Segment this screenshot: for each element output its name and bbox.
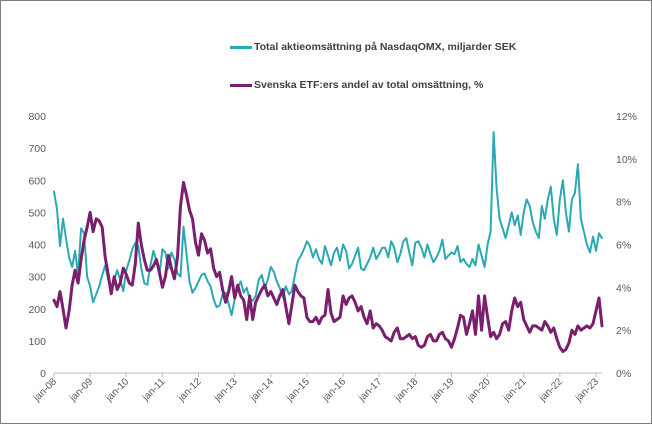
y-left-tick-label: 200	[28, 304, 46, 316]
x-tick-label: jan-15	[284, 376, 312, 404]
y-right-tick-label: 10%	[616, 154, 637, 166]
y-right-tick-label: 4%	[616, 282, 631, 294]
x-tick-label: jan-13	[212, 376, 240, 404]
x-tick-label: jan-11	[140, 376, 168, 404]
x-tick-label: jan-16	[320, 376, 348, 404]
x-tick-label: jan-17	[356, 376, 384, 404]
series-line-etf-share	[52, 180, 604, 354]
y-right-tick-label: 12%	[616, 111, 637, 123]
legend-item-turnover: Total aktieomsättning på NasdaqOMX, milj…	[230, 41, 516, 53]
legend-swatch-turnover	[230, 45, 252, 49]
y-right-tick-label: 0%	[616, 368, 631, 380]
legend: Total aktieomsättning på NasdaqOMX, milj…	[0, 0, 652, 100]
x-tick-label: jan-08	[31, 376, 59, 404]
y-left-tick-label: 500	[28, 207, 46, 219]
x-tick-label: jan-18	[392, 376, 420, 404]
y-right-tick-label: 2%	[616, 325, 631, 337]
x-tick-label: jan-22	[537, 376, 565, 404]
series-line-turnover	[53, 131, 603, 317]
x-tick-label: jan-12	[175, 376, 203, 404]
y-left-tick-label: 100	[28, 336, 46, 348]
x-tick-label: jan-23	[573, 376, 601, 404]
x-tick-label: jan-19	[428, 376, 456, 404]
y-right-tick-label: 6%	[616, 240, 631, 252]
x-tick-label: jan-09	[67, 376, 95, 404]
y-right-tick-label: 8%	[616, 197, 631, 209]
x-tick-label: jan-20	[465, 376, 493, 404]
legend-label-turnover: Total aktieomsättning på NasdaqOMX, milj…	[254, 41, 517, 53]
y-left-tick-label: 800	[28, 111, 46, 123]
legend-swatch-etf-share	[230, 83, 252, 87]
y-left-tick-label: 300	[28, 272, 46, 284]
y-left-tick-label: 600	[28, 175, 46, 187]
series-layer	[52, 131, 604, 354]
legend-item-etf-share: Svenska ETF:ers andel av total omsättnin…	[230, 79, 483, 91]
x-tick-label: jan-14	[248, 376, 276, 404]
axes-layer	[53, 372, 602, 377]
y-left-tick-label: 400	[28, 240, 46, 252]
legend-label-etf-share: Svenska ETF:ers andel av total omsättnin…	[254, 79, 484, 91]
y-left-tick-label: 0	[40, 368, 46, 380]
x-tick-label: jan-10	[103, 376, 131, 404]
x-tick-label: jan-21	[501, 376, 529, 404]
y-left-tick-label: 700	[28, 143, 46, 155]
